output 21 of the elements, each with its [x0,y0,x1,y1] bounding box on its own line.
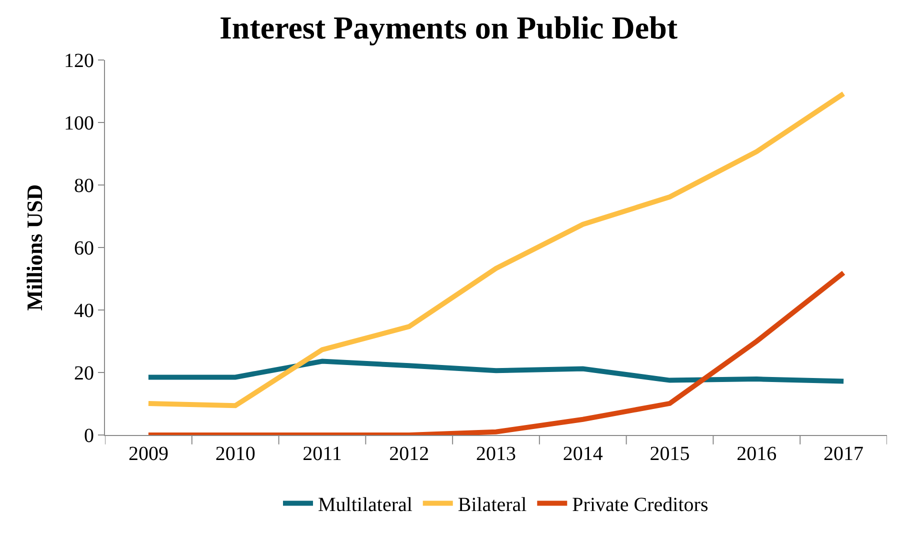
x-tick-label: 2014 [562,443,603,465]
y-tick-label: 40 [74,300,94,322]
chart-title: Interest Payments on Public Debt [219,9,678,46]
y-axis-title: Millions USD [22,184,47,311]
x-tick-label: 2011 [302,443,342,465]
y-tick-label: 100 [64,112,94,134]
x-tick-label: 2013 [476,443,516,465]
x-tick-label: 2015 [650,443,690,465]
legend-label: Multilateral [318,494,413,516]
x-tick-label: 2009 [128,443,168,465]
x-tick-label: 2012 [389,443,430,465]
y-tick-label: 120 [64,50,94,72]
legend-label: Bilateral [458,494,528,516]
x-tick-label: 2010 [215,443,256,465]
y-tick-label: 60 [74,238,94,260]
y-tick-label: 80 [74,175,94,197]
x-tick-label: 2016 [736,443,777,465]
legend-label: Private Creditors [572,494,708,516]
y-tick-label: 20 [74,362,94,384]
x-tick-label: 2017 [824,443,864,465]
y-tick-label: 0 [84,425,94,447]
